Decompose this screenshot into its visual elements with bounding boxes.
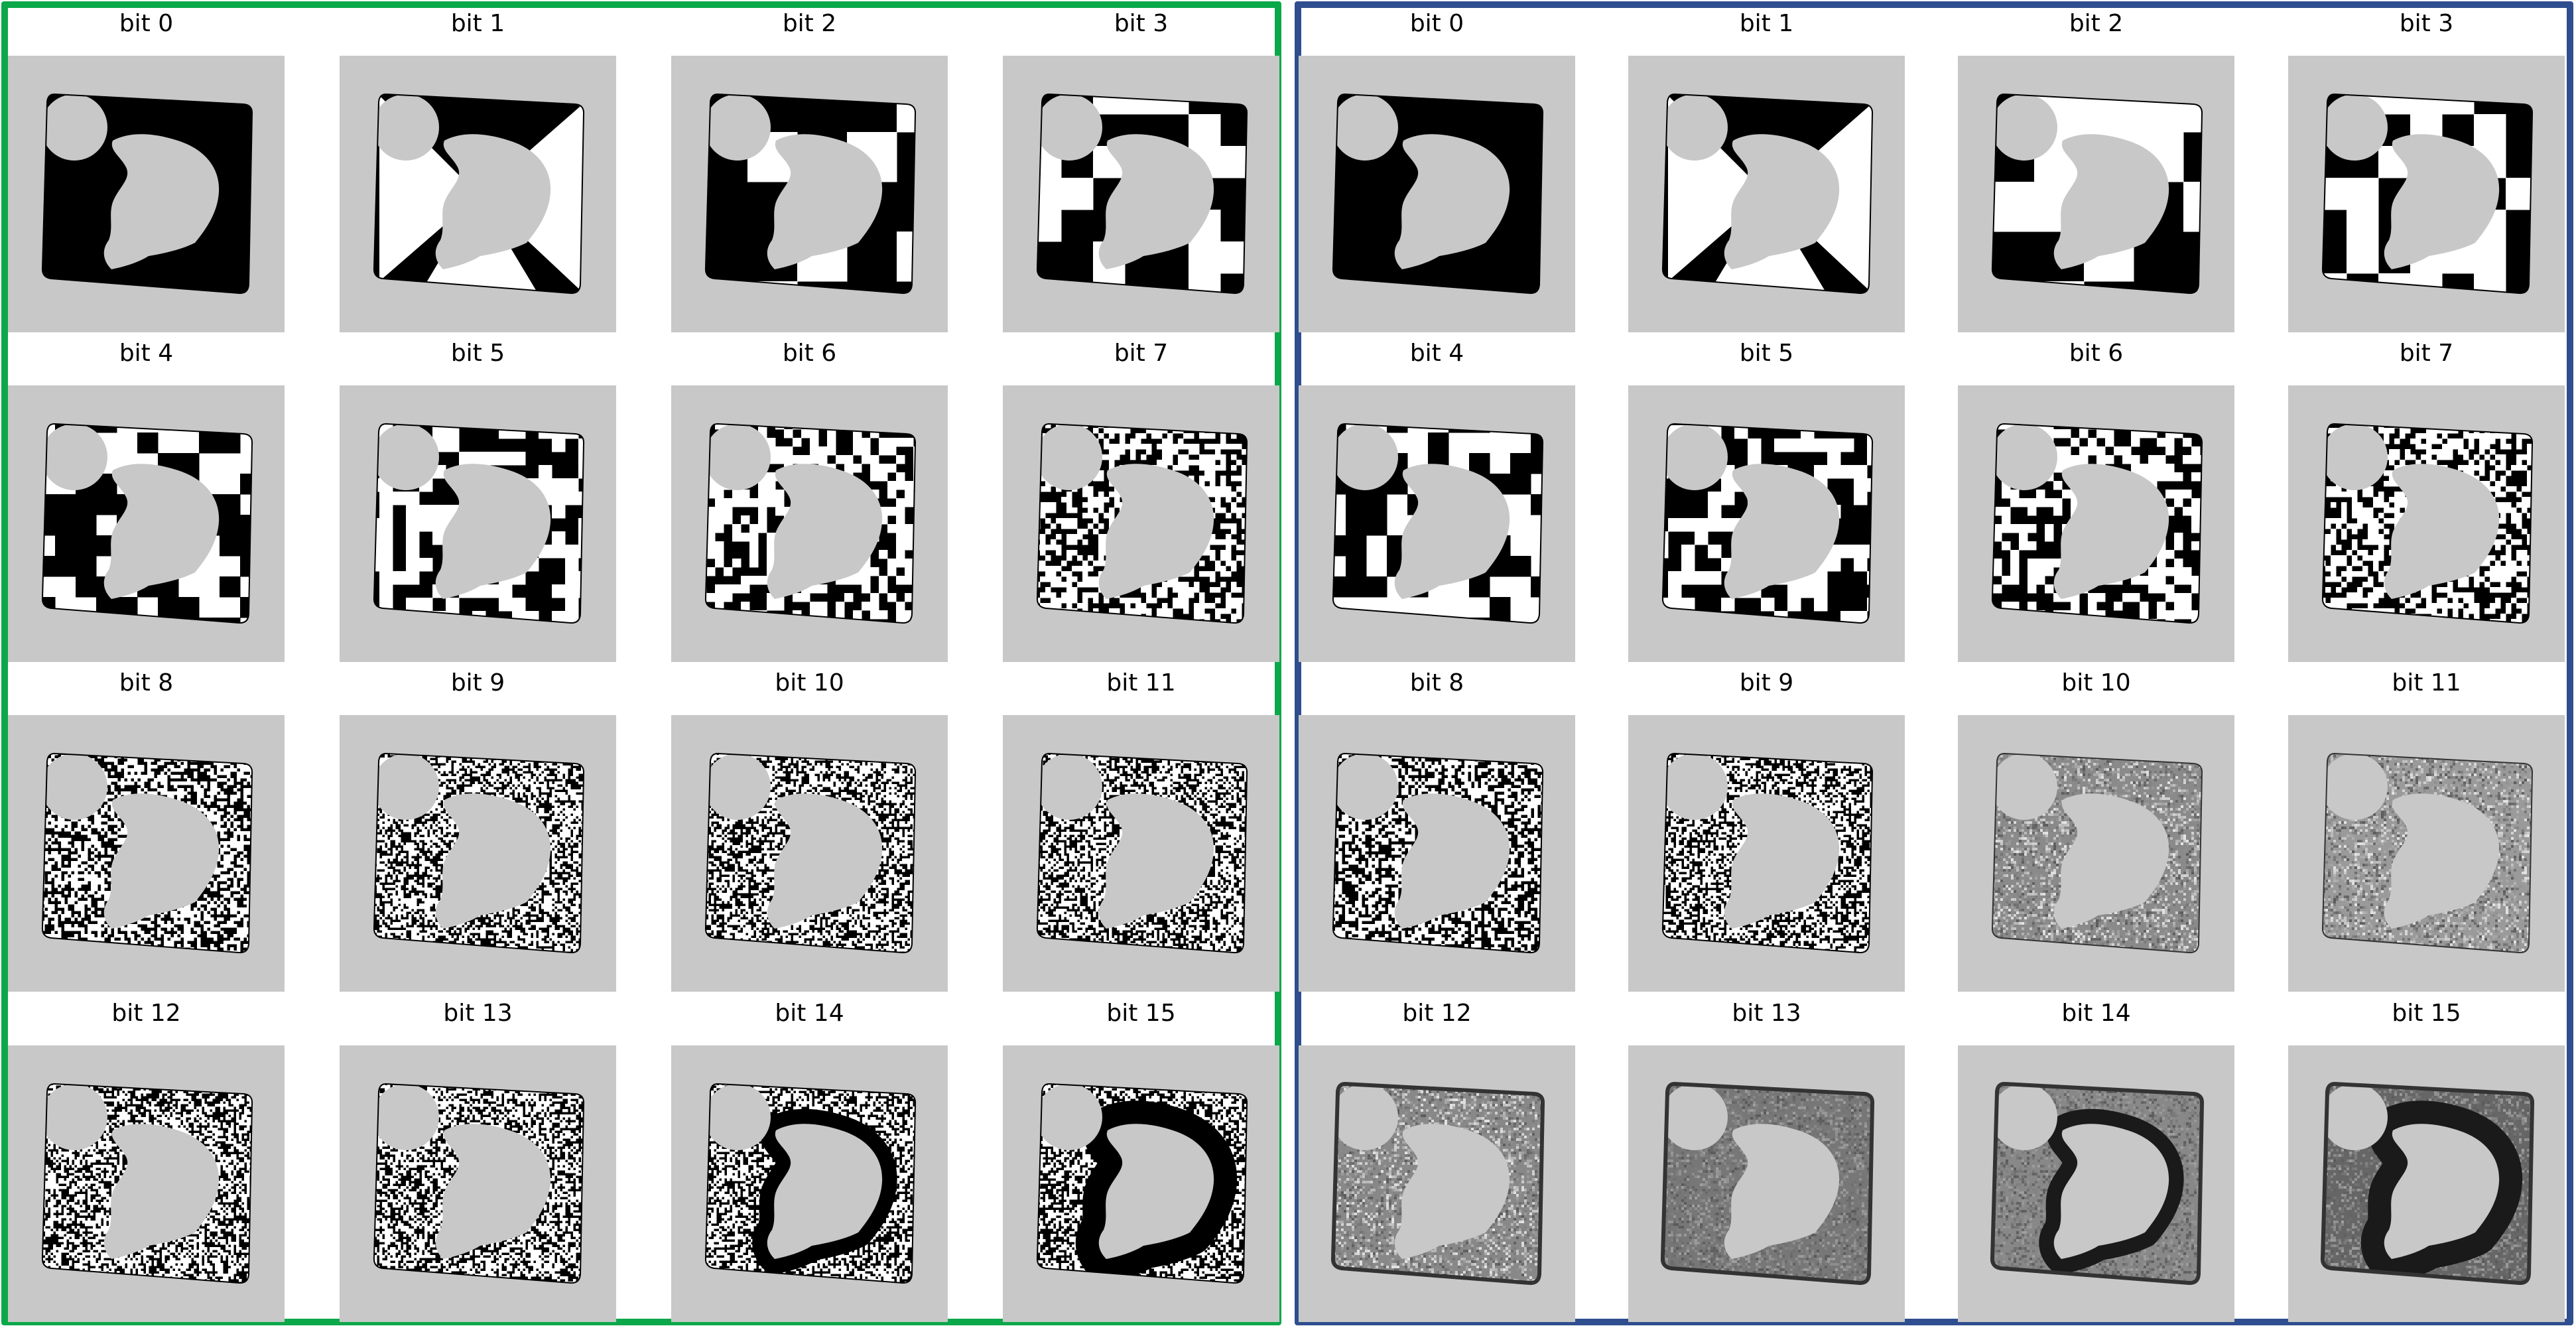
bit-plane-image — [671, 385, 948, 662]
bit-tile: bit 0 — [1299, 1, 1575, 332]
bit-tile: bit 11 — [2288, 661, 2565, 992]
bit-label: bit 12 — [8, 1000, 285, 1027]
bit-label: bit 4 — [1299, 340, 1575, 367]
bit-label: bit 3 — [2288, 11, 2565, 37]
bit-plane-image — [8, 715, 285, 992]
bit-plane-image — [8, 56, 285, 332]
bit-tile: bit 6 — [671, 331, 948, 662]
bit-label: bit 9 — [340, 670, 616, 697]
bit-plane-image — [2288, 1045, 2565, 1322]
bit-label: bit 14 — [1958, 1000, 2234, 1027]
bit-plane-image — [1958, 385, 2234, 662]
bit-plane-image — [1003, 715, 1279, 992]
bit-label: bit 6 — [1958, 340, 2234, 367]
bit-tile: bit 13 — [340, 991, 616, 1322]
bit-label: bit 2 — [1958, 11, 2234, 37]
bit-plane-image — [671, 56, 948, 332]
bit-tile: bit 15 — [2288, 991, 2565, 1322]
bit-plane-image — [1958, 715, 2234, 992]
bit-plane-image — [1628, 1045, 1905, 1322]
bit-tile: bit 10 — [1958, 661, 2234, 992]
bit-tile: bit 8 — [8, 661, 285, 992]
bit-plane-image — [2288, 56, 2565, 332]
bit-tile: bit 2 — [1958, 1, 2234, 332]
bit-plane-image — [340, 1045, 616, 1322]
bit-label: bit 3 — [1003, 11, 1279, 37]
bit-plane-image — [671, 715, 948, 992]
bit-plane-image — [1003, 1045, 1279, 1322]
bit-plane-image — [1299, 715, 1575, 992]
bit-label: bit 9 — [1628, 670, 1905, 697]
bit-label: bit 13 — [1628, 1000, 1905, 1027]
bit-tile: bit 8 — [1299, 661, 1575, 992]
bit-tile: bit 13 — [1628, 991, 1905, 1322]
bit-plane-image — [1958, 1045, 2234, 1322]
bit-label: bit 0 — [8, 11, 285, 37]
bit-plane-image — [1299, 385, 1575, 662]
bit-tile: bit 3 — [1003, 1, 1279, 332]
bit-plane-image — [1299, 56, 1575, 332]
bit-tile: bit 5 — [340, 331, 616, 662]
bit-label: bit 6 — [671, 340, 948, 367]
bit-label: bit 7 — [2288, 340, 2565, 367]
bit-plane-image — [340, 56, 616, 332]
bit-tile: bit 3 — [2288, 1, 2565, 332]
bit-tile: bit 0 — [8, 1, 285, 332]
bit-label: bit 7 — [1003, 340, 1279, 367]
bit-tile: bit 7 — [1003, 331, 1279, 662]
bit-label: bit 10 — [1958, 670, 2234, 697]
left-panel-frame — [1, 1, 1281, 1325]
bit-tile: bit 5 — [1628, 331, 1905, 662]
bit-plane-image — [671, 1045, 948, 1322]
bit-label: bit 11 — [2288, 670, 2565, 697]
bit-label: bit 12 — [1299, 1000, 1575, 1027]
bit-label: bit 1 — [1628, 11, 1905, 37]
bit-label: bit 15 — [2288, 1000, 2565, 1027]
bit-tile: bit 7 — [2288, 331, 2565, 662]
bit-plane-image — [8, 1045, 285, 1322]
bit-tile: bit 12 — [8, 991, 285, 1322]
bit-plane-image — [1003, 385, 1279, 662]
bit-plane-image — [1628, 385, 1905, 662]
bit-label: bit 4 — [8, 340, 285, 367]
bit-label: bit 11 — [1003, 670, 1279, 697]
bit-tile: bit 1 — [1628, 1, 1905, 332]
bit-tile: bit 2 — [671, 1, 948, 332]
bit-label: bit 5 — [340, 340, 616, 367]
bit-label: bit 1 — [340, 11, 616, 37]
bit-label: bit 0 — [1299, 11, 1575, 37]
bit-label: bit 2 — [671, 11, 948, 37]
bit-tile: bit 14 — [1958, 991, 2234, 1322]
bit-tile: bit 1 — [340, 1, 616, 332]
bit-plane-image — [1628, 715, 1905, 992]
bit-label: bit 10 — [671, 670, 948, 697]
bit-label: bit 8 — [1299, 670, 1575, 697]
bit-plane-image — [2288, 715, 2565, 992]
bit-plane-image — [1628, 56, 1905, 332]
bit-tile: bit 14 — [671, 991, 948, 1322]
right-panel-frame — [1295, 1, 2573, 1325]
bit-plane-image — [1299, 1045, 1575, 1322]
bit-tile: bit 4 — [8, 331, 285, 662]
bit-label: bit 13 — [340, 1000, 616, 1027]
bit-plane-image — [340, 715, 616, 992]
bit-tile: bit 4 — [1299, 331, 1575, 662]
bit-plane-image — [340, 385, 616, 662]
bit-tile: bit 11 — [1003, 661, 1279, 992]
bit-label: bit 5 — [1628, 340, 1905, 367]
bit-plane-image — [2288, 385, 2565, 662]
bit-label: bit 15 — [1003, 1000, 1279, 1027]
bit-tile: bit 10 — [671, 661, 948, 992]
bit-tile: bit 6 — [1958, 331, 2234, 662]
bit-tile: bit 9 — [1628, 661, 1905, 992]
bit-tile: bit 12 — [1299, 991, 1575, 1322]
bit-plane-image — [1003, 56, 1279, 332]
bit-tile: bit 15 — [1003, 991, 1279, 1322]
bit-tile: bit 9 — [340, 661, 616, 992]
bit-plane-image — [8, 385, 285, 662]
bit-label: bit 14 — [671, 1000, 948, 1027]
bit-plane-image — [1958, 56, 2234, 332]
bit-label: bit 8 — [8, 670, 285, 697]
